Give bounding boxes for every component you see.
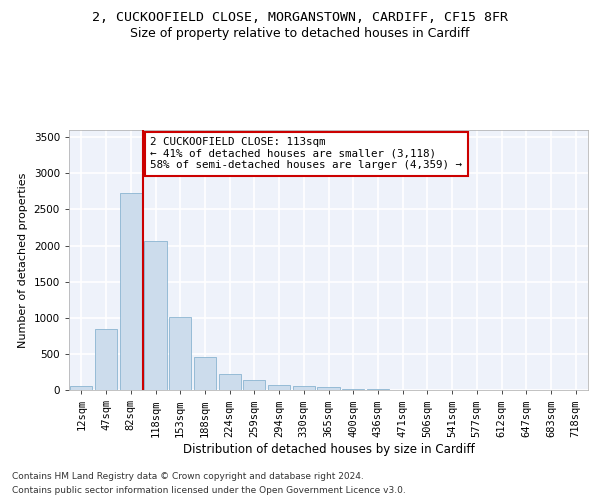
X-axis label: Distribution of detached houses by size in Cardiff: Distribution of detached houses by size … [182, 444, 475, 456]
Bar [218, 374, 241, 390]
Text: Size of property relative to detached houses in Cardiff: Size of property relative to detached ho… [130, 28, 470, 40]
Bar [194, 357, 216, 390]
Bar [243, 380, 265, 390]
Text: 2, CUCKOOFIELD CLOSE, MORGANSTOWN, CARDIFF, CF15 8FR: 2, CUCKOOFIELD CLOSE, MORGANSTOWN, CARDI… [92, 11, 508, 24]
Y-axis label: Number of detached properties: Number of detached properties [18, 172, 28, 348]
Bar [268, 385, 290, 390]
Text: Contains public sector information licensed under the Open Government Licence v3: Contains public sector information licen… [12, 486, 406, 495]
Text: 2 CUCKOOFIELD CLOSE: 113sqm
← 41% of detached houses are smaller (3,118)
58% of : 2 CUCKOOFIELD CLOSE: 113sqm ← 41% of det… [150, 137, 462, 170]
Bar [317, 388, 340, 390]
Bar [70, 386, 92, 390]
Bar [95, 328, 117, 390]
Bar [293, 386, 315, 390]
Bar [145, 241, 167, 390]
Bar [169, 318, 191, 390]
Text: Contains HM Land Registry data © Crown copyright and database right 2024.: Contains HM Land Registry data © Crown c… [12, 472, 364, 481]
Bar [119, 193, 142, 390]
Bar [367, 389, 389, 390]
Bar [342, 388, 364, 390]
